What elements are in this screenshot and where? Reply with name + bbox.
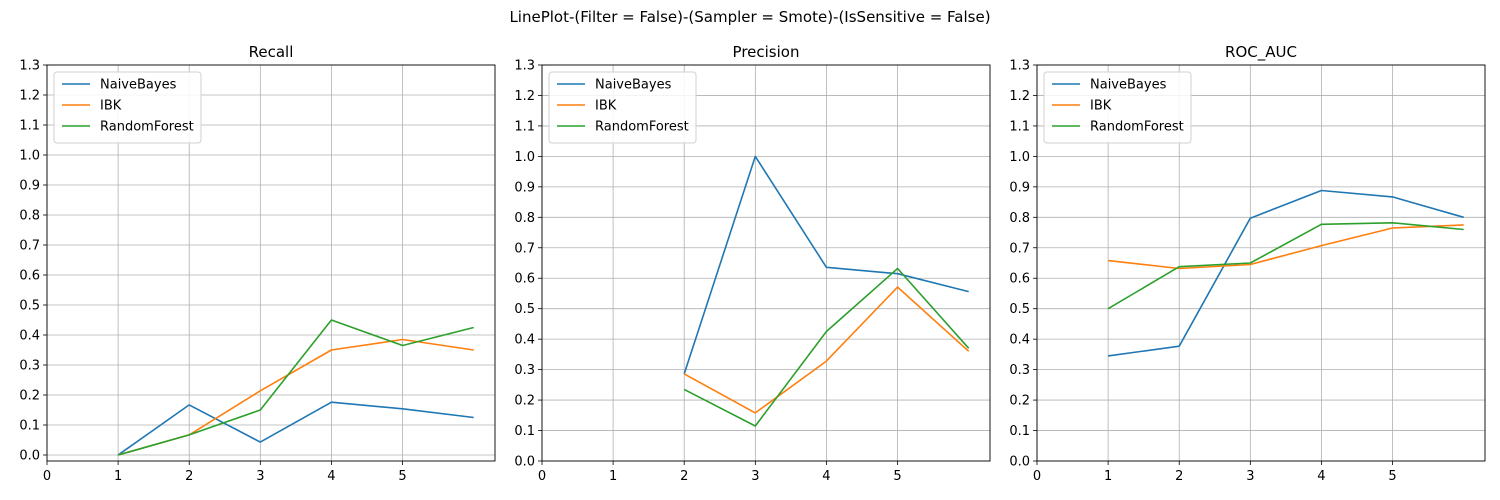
chart-3-y-tick-label: 0.5 <box>1009 302 1030 317</box>
chart-3-legend-label-randomforest: RandomForest <box>1090 120 1184 135</box>
chart-2-y-tick-label: 0.3 <box>514 363 535 378</box>
chart-2-axes-frame <box>541 64 991 462</box>
chart-2-x-tick-label: 3 <box>751 469 759 484</box>
chart-1-y-tick-label: 0.5 <box>19 299 40 314</box>
chart-1-x-tick-label: 0 <box>43 469 51 484</box>
chart-panel-precision: Precision 0 1 2 3 4 5 0.0 0.1 0.2 0.3 0.4 0.5 0.6 0.7 0… <box>514 43 991 484</box>
chart-2-legend-label-randomforest: RandomForest <box>595 120 689 135</box>
chart-1-y-tick-label: 0.7 <box>19 239 40 254</box>
chart-3-y-tick-label: 1.0 <box>1009 150 1030 165</box>
chart-1-legend-label-randomforest: RandomForest <box>100 120 194 135</box>
chart-1-y-tick-label: 0.1 <box>19 419 40 434</box>
chart-2-y-tick-label: 1.2 <box>514 89 535 104</box>
chart-1-y-tick-label: 0.2 <box>19 389 40 404</box>
chart-3-y-tick-label: 0.1 <box>1009 424 1030 439</box>
chart-1-legend-label-ibk: IBK <box>100 99 122 114</box>
chart-2-legend-label-ibk: IBK <box>595 99 617 114</box>
chart-2-series-naivebayes-line <box>683 155 969 375</box>
chart-2-series-ibk-line <box>683 286 970 414</box>
chart-2-legend-label-naivebayes: NaiveBayes <box>595 78 672 93</box>
chart-3-series-naivebayes-line <box>1107 189 1464 357</box>
chart-1-x-tick-label: 1 <box>114 469 122 484</box>
chart-1-series-randomforest-line <box>117 319 474 456</box>
chart-3-axes-frame <box>1036 64 1486 462</box>
chart-2-x-tick-label: 5 <box>893 469 901 484</box>
chart-3-y-tick-label: 1.2 <box>1009 89 1030 104</box>
chart-1-y-tick-label: 0.4 <box>19 329 40 344</box>
chart-2-x-tick-label: 4 <box>822 469 830 484</box>
chart-3-x-tick-label: 1 <box>1104 469 1112 484</box>
chart-1-y-tick-label: 1.2 <box>19 89 40 104</box>
chart-2-series-randomforest-line <box>683 267 970 427</box>
chart-1-x-tick-label: 2 <box>185 469 193 484</box>
chart-1-y-tick-label: 0.3 <box>19 359 40 374</box>
chart-3-y-tick-label: 0.4 <box>1009 333 1030 348</box>
chart-3-y-tick-label: 1.1 <box>1009 119 1030 134</box>
chart-3-title: ROC_AUC <box>1225 43 1297 62</box>
chart-2-y-tick-label: 0.5 <box>514 302 535 317</box>
chart-3-x-tick-label: 3 <box>1246 469 1254 484</box>
chart-1-legend-label-naivebayes: NaiveBayes <box>100 78 177 93</box>
chart-3-y-tick-label: 0.3 <box>1009 363 1030 378</box>
chart-3-x-tick-label: 0 <box>1033 469 1041 484</box>
chart-1-x-tick-label: 5 <box>398 469 406 484</box>
chart-3-y-tick-label: 0.2 <box>1009 394 1030 409</box>
figure-suptitle: LinePlot-(Filter = False)-(Sampler = Smo… <box>509 8 990 26</box>
chart-1-legend-box <box>53 71 202 144</box>
chart-2-y-tick-label: 0.8 <box>514 211 535 226</box>
chart-3-series-randomforest-line <box>1107 222 1464 310</box>
chart-1-y-tick-label: 0.6 <box>19 269 40 284</box>
chart-panel-recall: Recall 0 1 2 3 4 5 0.0 0.1 0.2 0.3 0.4 0.5 0.6 0.7 0.8 0… <box>19 43 496 484</box>
chart-2-x-tick-label: 0 <box>538 469 546 484</box>
chart-3-y-tick-label: 1.3 <box>1009 59 1030 74</box>
chart-2-y-tick-label: 0.6 <box>514 272 535 287</box>
chart-1-x-tick-label: 3 <box>256 469 264 484</box>
chart-3-legend-label-naivebayes: NaiveBayes <box>1090 78 1167 93</box>
chart-1-axes-frame <box>46 64 496 462</box>
chart-3-y-tick-label: 0.7 <box>1009 241 1030 256</box>
chart-2-y-tick-label: 0.2 <box>514 394 535 409</box>
chart-panel-roc-auc: ROC_AUC 0 1 2 3 4 5 0.0 0.1 0.2 0.3 0.4 0.5 0.6 0.7 0.8… <box>1009 43 1486 484</box>
chart-2-y-tick-label: 1.0 <box>514 150 535 165</box>
chart-1-x-tick-label: 4 <box>327 469 335 484</box>
chart-1-series-naivebayes-line <box>117 401 474 456</box>
chart-2-title: Precision <box>733 43 800 61</box>
chart-3-x-tick-label: 5 <box>1388 469 1396 484</box>
chart-2-legend-box <box>548 71 697 144</box>
chart-3-y-tick-label: 0.6 <box>1009 272 1030 287</box>
chart-panels: Recall 0 1 2 3 4 5 0.0 0.1 0.2 0.3 0.4 0.5 0.6 0.7 0.8 0… <box>19 43 1486 484</box>
chart-2-x-tick-label: 2 <box>680 469 688 484</box>
chart-3-legend-box <box>1043 71 1192 144</box>
chart-2-y-tick-label: 0.1 <box>514 424 535 439</box>
chart-1-y-tick-label: 1.0 <box>19 149 40 164</box>
chart-3-y-tick-label: 0.9 <box>1009 180 1030 195</box>
chart-3-x-tick-label: 2 <box>1175 469 1183 484</box>
chart-1-y-tick-label: 0.8 <box>19 209 40 224</box>
chart-2-x-tick-label: 1 <box>609 469 617 484</box>
chart-2-y-tick-label: 0.0 <box>514 455 535 470</box>
chart-2-y-tick-label: 0.9 <box>514 180 535 195</box>
chart-1-y-tick-label: 0.9 <box>19 179 40 194</box>
chart-2-y-tick-label: 1.1 <box>514 119 535 134</box>
chart-1-y-tick-label: 1.1 <box>19 119 40 134</box>
chart-3-y-tick-label: 0.8 <box>1009 211 1030 226</box>
chart-2-y-tick-label: 0.7 <box>514 241 535 256</box>
chart-2-y-tick-label: 1.3 <box>514 59 535 74</box>
chart-3-x-tick-label: 4 <box>1317 469 1325 484</box>
chart-1-y-tick-label: 0.0 <box>19 449 40 464</box>
chart-3-series-ibk-line <box>1108 224 1464 270</box>
chart-1-y-tick-label: 1.3 <box>19 59 40 74</box>
chart-1-title: Recall <box>249 43 294 61</box>
chart-2-y-tick-label: 0.4 <box>514 333 535 348</box>
chart-3-legend-label-ibk: IBK <box>1090 99 1112 114</box>
chart-3-y-tick-label: 0.0 <box>1009 455 1030 470</box>
